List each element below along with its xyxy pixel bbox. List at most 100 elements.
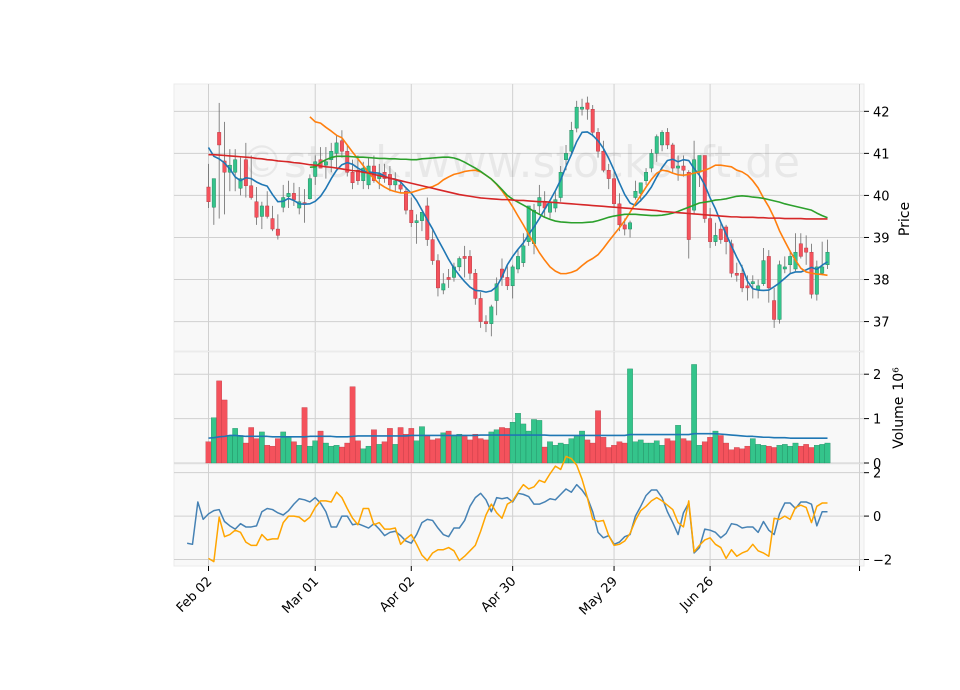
- price-axis-label: Price: [897, 202, 913, 236]
- candle-body: [436, 260, 440, 289]
- volume-bar: [248, 427, 255, 464]
- volume-bar: [760, 445, 767, 464]
- candle-body: [734, 273, 739, 276]
- candle-body: [217, 132, 222, 146]
- volume-bar: [776, 445, 783, 464]
- candle-body: [745, 285, 750, 289]
- candle-body: [766, 256, 771, 289]
- volume-bar: [275, 438, 281, 464]
- candle-body: [222, 160, 227, 173]
- volume-bar: [627, 368, 633, 464]
- volume-bar: [787, 445, 793, 464]
- volume-bar: [323, 442, 329, 464]
- candle-body: [580, 106, 584, 110]
- volume-bar: [477, 438, 484, 464]
- volume-bar: [296, 445, 303, 464]
- volume-bar: [798, 445, 804, 464]
- volume-bar: [808, 447, 815, 464]
- volume-bar: [467, 439, 473, 464]
- candle-body: [462, 256, 467, 259]
- volume-bar: [595, 410, 601, 464]
- candle-body: [782, 266, 787, 270]
- price-axis-tick-label: 38: [873, 274, 890, 289]
- indicator-line-1: [187, 483, 828, 554]
- candle-body: [286, 193, 291, 197]
- volume-bar: [520, 423, 527, 464]
- volume-bar: [328, 445, 335, 464]
- candle-body: [446, 277, 451, 280]
- volume-bar: [349, 386, 356, 464]
- candle-body: [772, 300, 777, 320]
- volume-bar: [701, 441, 708, 464]
- candle-body: [660, 132, 665, 146]
- candle-body: [553, 199, 558, 209]
- candle-body: [211, 178, 216, 208]
- volume-bar: [461, 436, 468, 464]
- volume-bar: [680, 438, 687, 464]
- candle-body: [404, 191, 408, 211]
- candle-body: [820, 266, 825, 274]
- volume-bar: [723, 442, 729, 464]
- volume-bar: [269, 445, 276, 464]
- candle-body: [430, 239, 435, 261]
- volume-axis-tick-label: 0: [873, 457, 881, 472]
- candle-body: [478, 298, 483, 322]
- volume-bar: [541, 446, 548, 464]
- volume-bar: [600, 437, 607, 464]
- volume-bar: [232, 428, 238, 464]
- volume-bar: [365, 445, 372, 464]
- volume-bar: [637, 439, 644, 464]
- volume-bar: [707, 437, 713, 464]
- volume-bar: [371, 429, 377, 464]
- volume-bar: [744, 445, 751, 464]
- volume-bar: [557, 442, 564, 464]
- volume-bar: [451, 436, 457, 464]
- candle-body: [387, 174, 392, 186]
- volume-bar: [547, 441, 553, 464]
- candle-body: [521, 245, 526, 263]
- volume-bar: [589, 442, 596, 464]
- volume-bar: [643, 442, 649, 464]
- candle-body: [441, 283, 446, 291]
- candle-body: [649, 153, 654, 169]
- candle-body: [670, 144, 675, 169]
- candle-body: [665, 132, 670, 146]
- candle-body: [489, 306, 494, 324]
- volume-bar: [339, 446, 345, 464]
- volume-axis-label: Volume 10⁶: [891, 367, 907, 449]
- moving-average-line-4: [208, 153, 828, 220]
- candle-body: [473, 273, 478, 299]
- indicator-panel-bg: [173, 463, 865, 567]
- candle-body: [590, 109, 595, 133]
- candle-body: [355, 169, 360, 181]
- candle-body: [254, 201, 259, 218]
- volume-axis-label-text: Volume: [891, 397, 907, 449]
- volume-bar: [717, 435, 724, 464]
- candle-body: [468, 256, 472, 274]
- candle-body: [420, 212, 424, 221]
- candle-body: [345, 151, 350, 173]
- candle-body: [510, 266, 515, 287]
- volume-bar: [355, 440, 361, 464]
- volume-panel: [205, 364, 831, 464]
- volume-bar: [392, 444, 399, 464]
- volume-bar: [360, 448, 367, 464]
- volume-bar: [739, 448, 745, 464]
- candle-body: [297, 201, 302, 209]
- x-axis-tick-label: Feb 02: [174, 574, 216, 616]
- volume-bar: [221, 399, 228, 464]
- candle-body: [729, 243, 734, 274]
- volume-bar: [403, 433, 409, 464]
- moving-average-line-1: [207, 131, 828, 293]
- candle-body: [750, 281, 755, 284]
- volume-bar: [771, 447, 777, 464]
- volume-bar: [285, 436, 292, 464]
- volume-axis-tick-label: 2: [873, 368, 881, 383]
- candle-body: [654, 136, 659, 154]
- volume-bar: [307, 445, 313, 464]
- candle-body: [361, 167, 366, 181]
- volume-bar: [584, 439, 591, 464]
- candle-body: [307, 178, 312, 199]
- candle-body: [398, 184, 403, 190]
- volume-bar: [488, 431, 495, 464]
